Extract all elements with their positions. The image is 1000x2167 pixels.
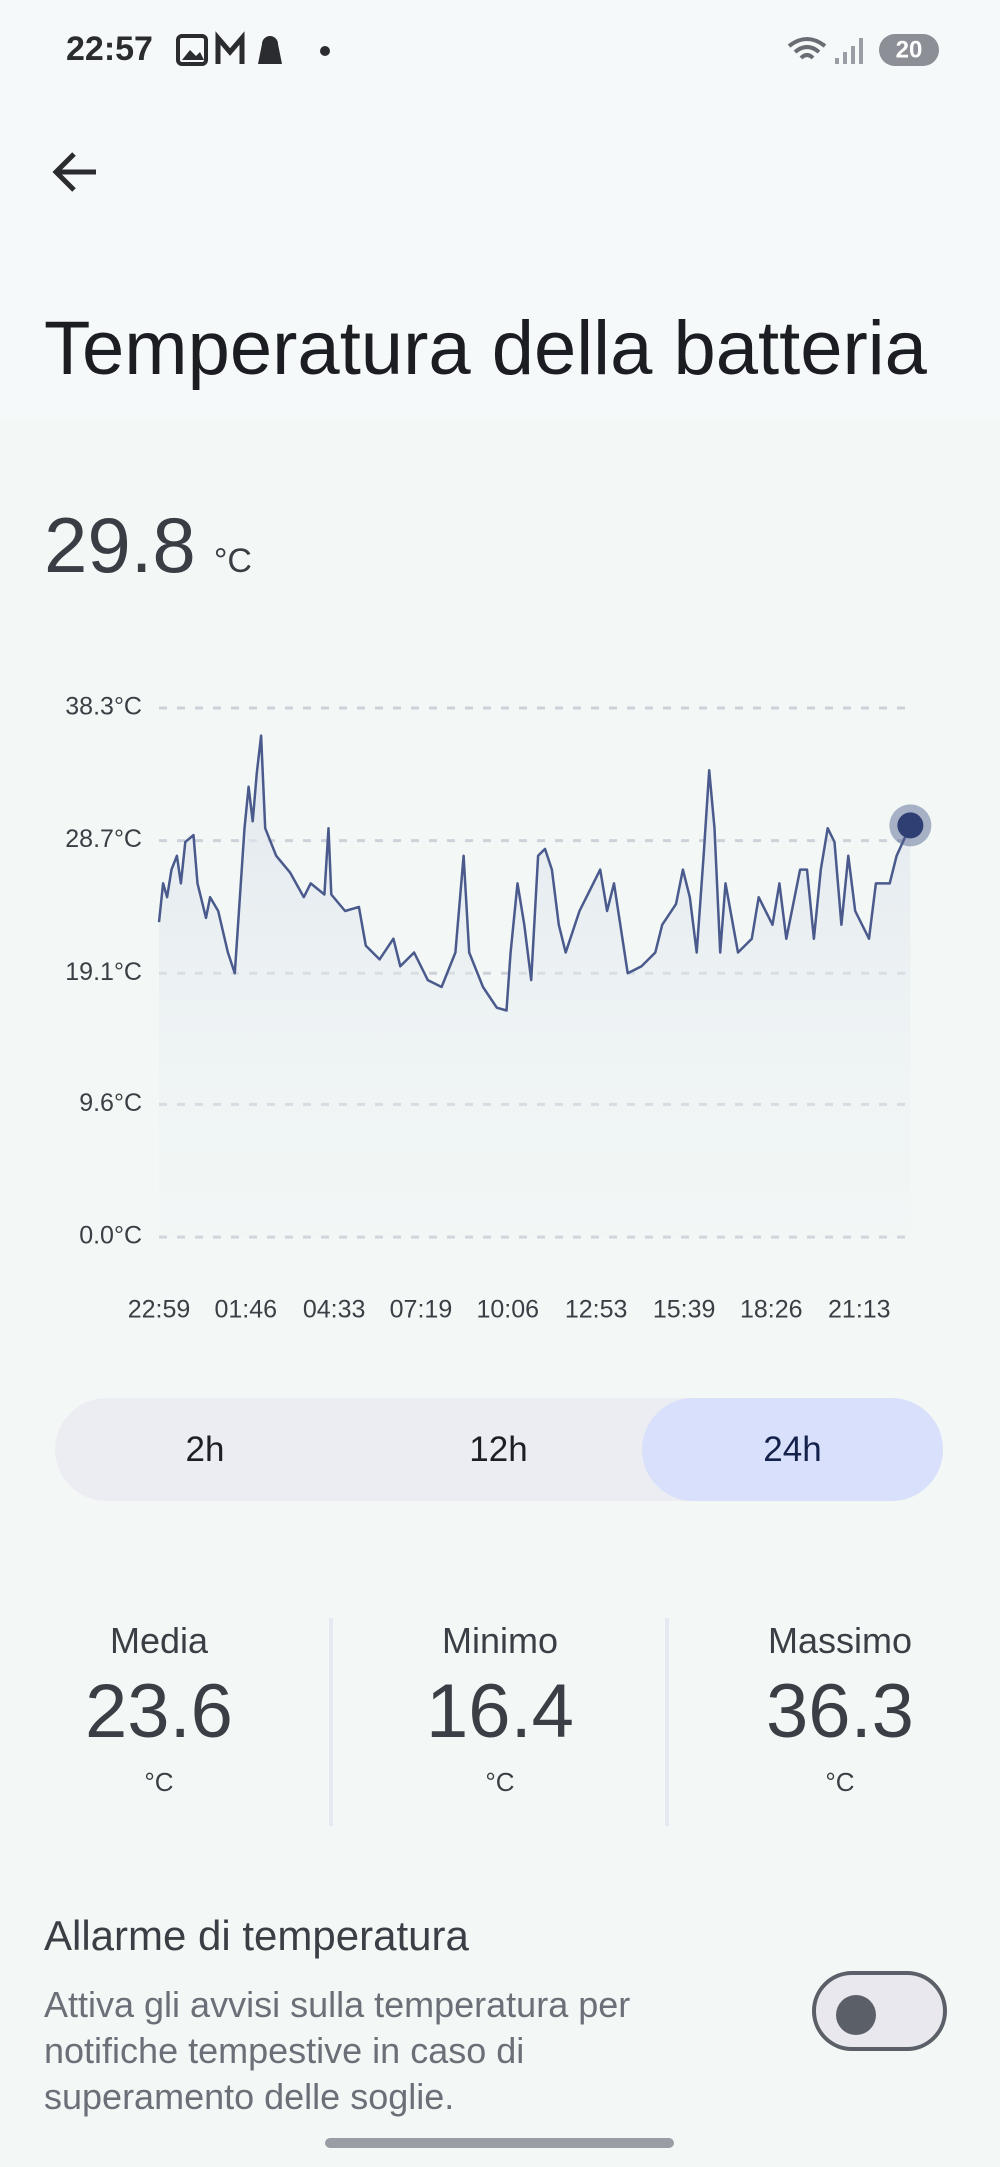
icon-gallery: [176, 34, 208, 66]
icon-wifi: [787, 37, 827, 60]
range-option[interactable]: 24h: [642, 1398, 943, 1501]
header-bg: [0, 0, 1000, 420]
range-selector: 2h 12h 24h: [55, 1398, 943, 1501]
current-point: [897, 812, 924, 839]
stat-unit: °C: [825, 1767, 855, 1797]
stat-unit: °C: [485, 1767, 515, 1797]
chart: 0.0°C 9.6°C 19.1°C 28.7°C 38.3°C 22:59 01:46 04…: [65, 693, 932, 1324]
y-tick-label: 9.6°C: [79, 1089, 142, 1117]
x-tick-label: 01:46: [215, 1296, 278, 1324]
y-tick-label: 0.0°C: [79, 1222, 142, 1250]
divider: [329, 1618, 333, 1826]
alarm-toggle[interactable]: [812, 1971, 947, 2051]
stat-unit: °C: [144, 1767, 174, 1797]
y-tick-label: 38.3°C: [65, 693, 142, 721]
area: [159, 735, 911, 1237]
stat: Minimo 16.4 °C: [350, 1620, 650, 1798]
icon-signal: [835, 38, 863, 64]
page-title: Temperatura della batteria: [44, 306, 927, 391]
divider: [665, 1618, 669, 1826]
icon-gallery-img: [182, 50, 204, 60]
toggle-knob: [836, 1995, 876, 2035]
x-tick-label: 10:06: [476, 1296, 539, 1324]
x-tick-label: 04:33: [303, 1296, 366, 1324]
status-time: 22:57: [66, 30, 153, 68]
alarm-title: Allarme di temperatura: [44, 1912, 469, 1959]
line: [157, 734, 912, 1012]
stat: Media 23.6 °C: [9, 1620, 309, 1798]
x-tick-label: 12:53: [565, 1296, 628, 1324]
x-tick-label: 22:59: [128, 1296, 191, 1324]
status-right: 20: [787, 34, 939, 66]
status-icons: [176, 31, 330, 66]
stat-value: 23.6: [85, 1669, 233, 1754]
home-indicator: [325, 2138, 674, 2148]
x-tick-label: 21:13: [828, 1296, 891, 1324]
back-arrow: [52, 152, 96, 192]
current-temp: 29.8 °C: [44, 500, 252, 591]
stat: Massimo 36.3 °C: [690, 1620, 990, 1798]
icon-dot: [320, 46, 330, 56]
x-tick-label: 07:19: [390, 1296, 453, 1324]
alarm-description: Attiva gli avvisi sulla temperatura per …: [44, 1984, 631, 2117]
icon-mail: [215, 31, 245, 64]
stat-label: Massimo: [767, 1620, 913, 1661]
battery-level: 20: [896, 36, 923, 63]
current-value: 29.8: [44, 501, 196, 589]
stat-value: 36.3: [766, 1669, 914, 1754]
range-option[interactable]: 2h: [185, 1430, 225, 1469]
x-tick-label: 18:26: [740, 1296, 803, 1324]
stat-value: 16.4: [426, 1669, 574, 1754]
x-tick-label: 15:39: [653, 1296, 716, 1324]
icon-person: [258, 36, 282, 64]
stat-label: Media: [109, 1620, 209, 1661]
stat-label: Minimo: [441, 1620, 558, 1661]
range-option[interactable]: 12h: [469, 1430, 528, 1469]
y-tick-label: 28.7°C: [65, 825, 142, 853]
current-unit: °C: [213, 542, 252, 580]
back-button[interactable]: [50, 148, 104, 196]
battery: [879, 34, 939, 66]
y-tick-label: 19.1°C: [65, 958, 142, 986]
